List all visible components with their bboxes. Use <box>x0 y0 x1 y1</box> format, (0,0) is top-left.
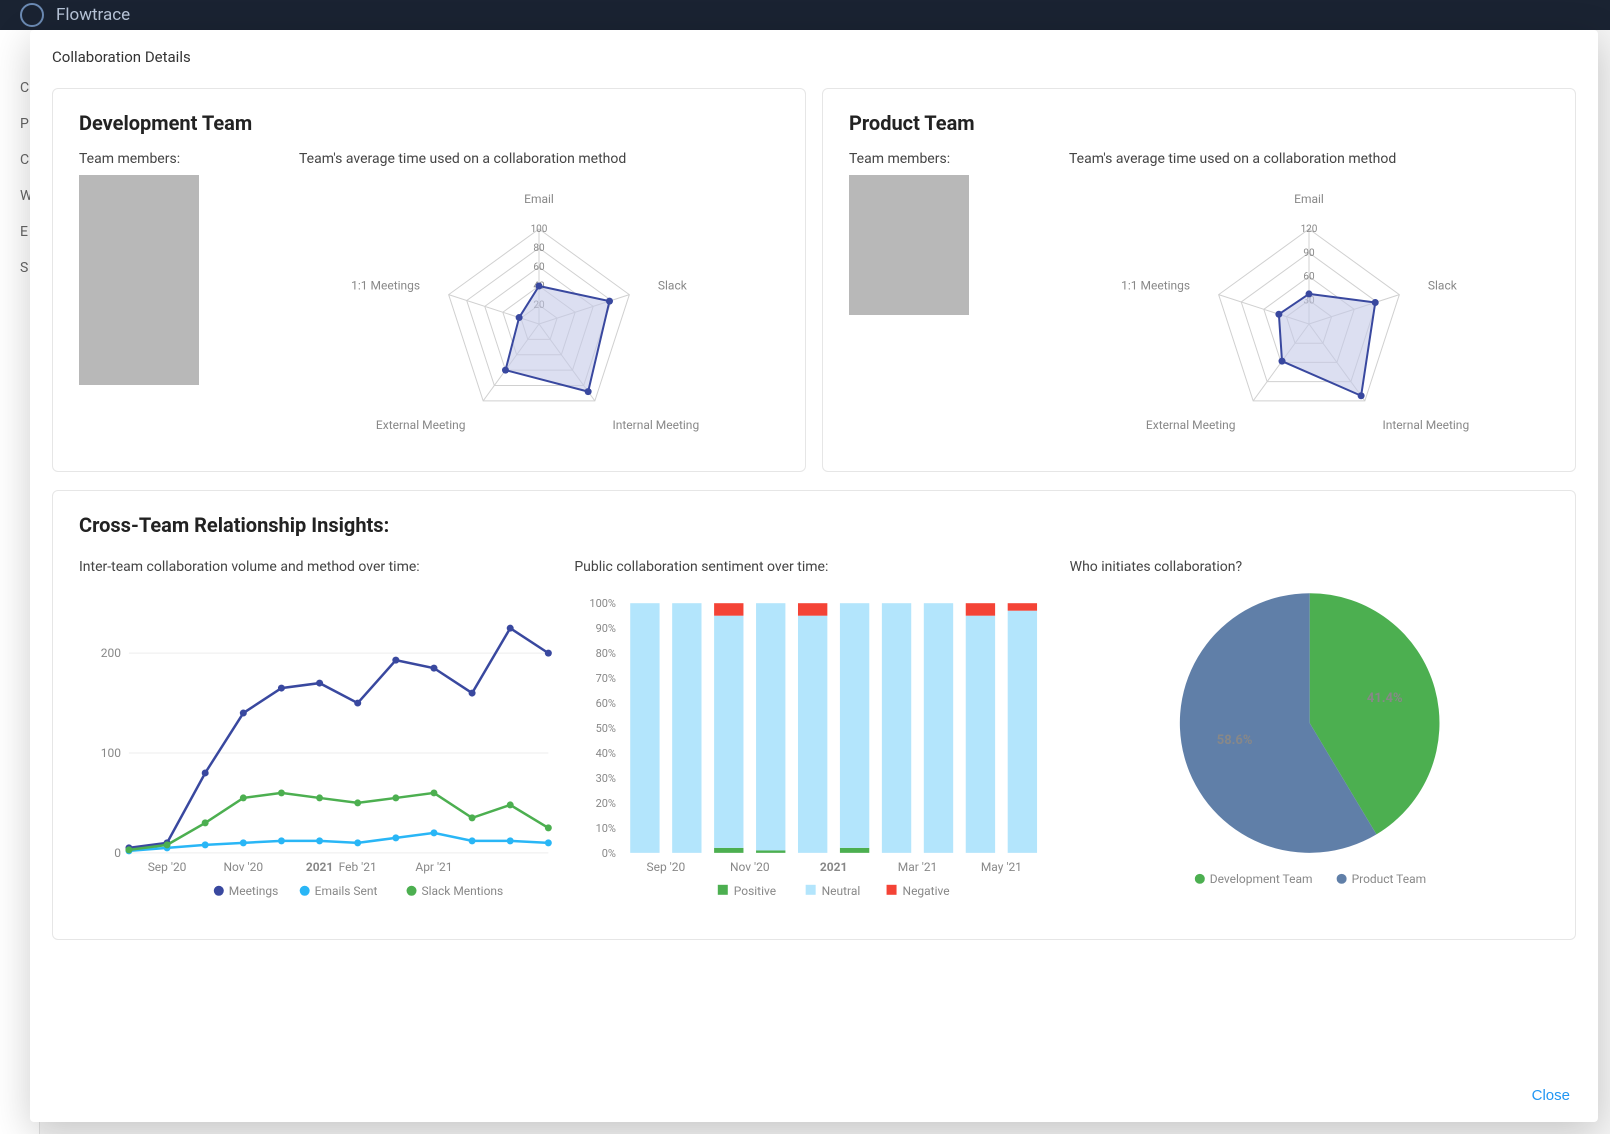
svg-text:0: 0 <box>114 846 121 860</box>
svg-text:Slack Mentions: Slack Mentions <box>422 884 504 898</box>
logo-icon <box>20 3 44 27</box>
svg-text:Neutral: Neutral <box>822 884 861 898</box>
svg-text:20%: 20% <box>596 797 616 810</box>
svg-text:Feb '21: Feb '21 <box>339 860 377 874</box>
svg-text:100: 100 <box>531 224 548 235</box>
svg-text:41.4%: 41.4% <box>1367 691 1403 706</box>
svg-text:50%: 50% <box>596 722 616 735</box>
members-placeholder <box>849 175 969 315</box>
svg-text:2021: 2021 <box>820 860 847 874</box>
svg-text:Nov '20: Nov '20 <box>224 860 264 874</box>
svg-text:1:1 Meetings: 1:1 Meetings <box>1121 278 1190 292</box>
members-label: Team members: <box>79 151 279 167</box>
svg-text:Emails Sent: Emails Sent <box>315 884 378 898</box>
card-title: Product Team <box>849 111 1549 135</box>
app-name: Flowtrace <box>56 5 130 25</box>
svg-text:80%: 80% <box>596 647 616 660</box>
svg-text:100%: 100% <box>590 597 617 610</box>
team-card-development: Development Team Team members: Team's av… <box>52 88 806 472</box>
collaboration-details-modal: Collaboration Details Development Team T… <box>30 30 1598 1122</box>
svg-text:Meetings: Meetings <box>229 884 278 898</box>
svg-text:Mar '21: Mar '21 <box>898 860 938 874</box>
svg-text:1:1 Meetings: 1:1 Meetings <box>351 278 420 292</box>
svg-text:Email: Email <box>524 192 554 206</box>
stacked-bar-chart: 0% 10% 20% 30% 40% 50% 60% 70% 80% 90% 100% Sep '20… <box>574 583 1053 917</box>
members-label: Team members: <box>849 151 1049 167</box>
radar-label: Team's average time used on a collaborat… <box>299 151 779 167</box>
svg-text:2021: 2021 <box>306 860 333 874</box>
topbar: Flowtrace <box>0 0 1610 30</box>
insights-title: Cross-Team Relationship Insights: <box>79 513 1549 537</box>
svg-text:May '21: May '21 <box>981 860 1022 874</box>
svg-text:58.6%: 58.6% <box>1216 733 1252 748</box>
line-chart: 0 100 200 Sep '20 Nov '20 2021 Feb '21 Apr '21 M… <box>79 583 558 917</box>
team-card-product: Product Team Team members: Team's averag… <box>822 88 1576 472</box>
svg-text:90: 90 <box>1303 248 1315 259</box>
svg-text:60%: 60% <box>596 697 616 710</box>
svg-text:Slack: Slack <box>658 278 688 292</box>
svg-text:Apr '21: Apr '21 <box>415 860 452 874</box>
svg-text:80: 80 <box>533 243 545 254</box>
insights-card: Cross-Team Relationship Insights: Inter-… <box>52 490 1576 940</box>
svg-text:0%: 0% <box>602 847 616 860</box>
svg-text:70%: 70% <box>596 672 616 685</box>
svg-text:Negative: Negative <box>903 884 950 898</box>
radar-label: Team's average time used on a collaborat… <box>1069 151 1549 167</box>
svg-text:30%: 30% <box>596 772 616 785</box>
svg-text:Internal Meeting: Internal Meeting <box>1382 418 1469 432</box>
modal-title: Collaboration Details <box>52 48 1576 66</box>
svg-text:200: 200 <box>101 646 121 660</box>
svg-text:Slack: Slack <box>1428 278 1458 292</box>
members-placeholder <box>79 175 199 385</box>
svg-text:Email: Email <box>1294 192 1324 206</box>
line-chart-label: Inter-team collaboration volume and meth… <box>79 559 558 575</box>
svg-text:120: 120 <box>1301 224 1318 235</box>
pie-chart: 41.4% 58.6% Development Team Product Team <box>1070 583 1549 917</box>
svg-text:60: 60 <box>533 262 545 273</box>
svg-text:Internal Meeting: Internal Meeting <box>612 418 699 432</box>
svg-text:100: 100 <box>101 746 121 760</box>
stacked-chart-label: Public collaboration sentiment over time… <box>574 559 1053 575</box>
radar-chart-product: Email Slack Internal Meeting External Meeti… <box>1069 175 1549 449</box>
svg-text:Nov '20: Nov '20 <box>730 860 770 874</box>
pie-chart-label: Who initiates collaboration? <box>1070 559 1549 575</box>
svg-text:Product Team: Product Team <box>1351 872 1426 886</box>
svg-text:Sep '20: Sep '20 <box>647 860 686 874</box>
svg-text:Positive: Positive <box>734 884 776 898</box>
svg-text:60: 60 <box>1303 272 1315 283</box>
svg-text:40%: 40% <box>596 747 616 760</box>
svg-text:10%: 10% <box>596 822 616 835</box>
svg-text:Development Team: Development Team <box>1209 872 1312 886</box>
svg-text:External Meeting: External Meeting <box>1146 418 1236 432</box>
svg-text:90%: 90% <box>596 622 616 635</box>
radar-chart-development: Email Slack Internal Meeting External Meeti… <box>299 175 779 449</box>
close-button[interactable]: Close <box>1532 1087 1570 1104</box>
svg-text:External Meeting: External Meeting <box>376 418 466 432</box>
card-title: Development Team <box>79 111 779 135</box>
svg-text:Sep '20: Sep '20 <box>148 860 187 874</box>
team-cards-row: Development Team Team members: Team's av… <box>52 88 1576 472</box>
